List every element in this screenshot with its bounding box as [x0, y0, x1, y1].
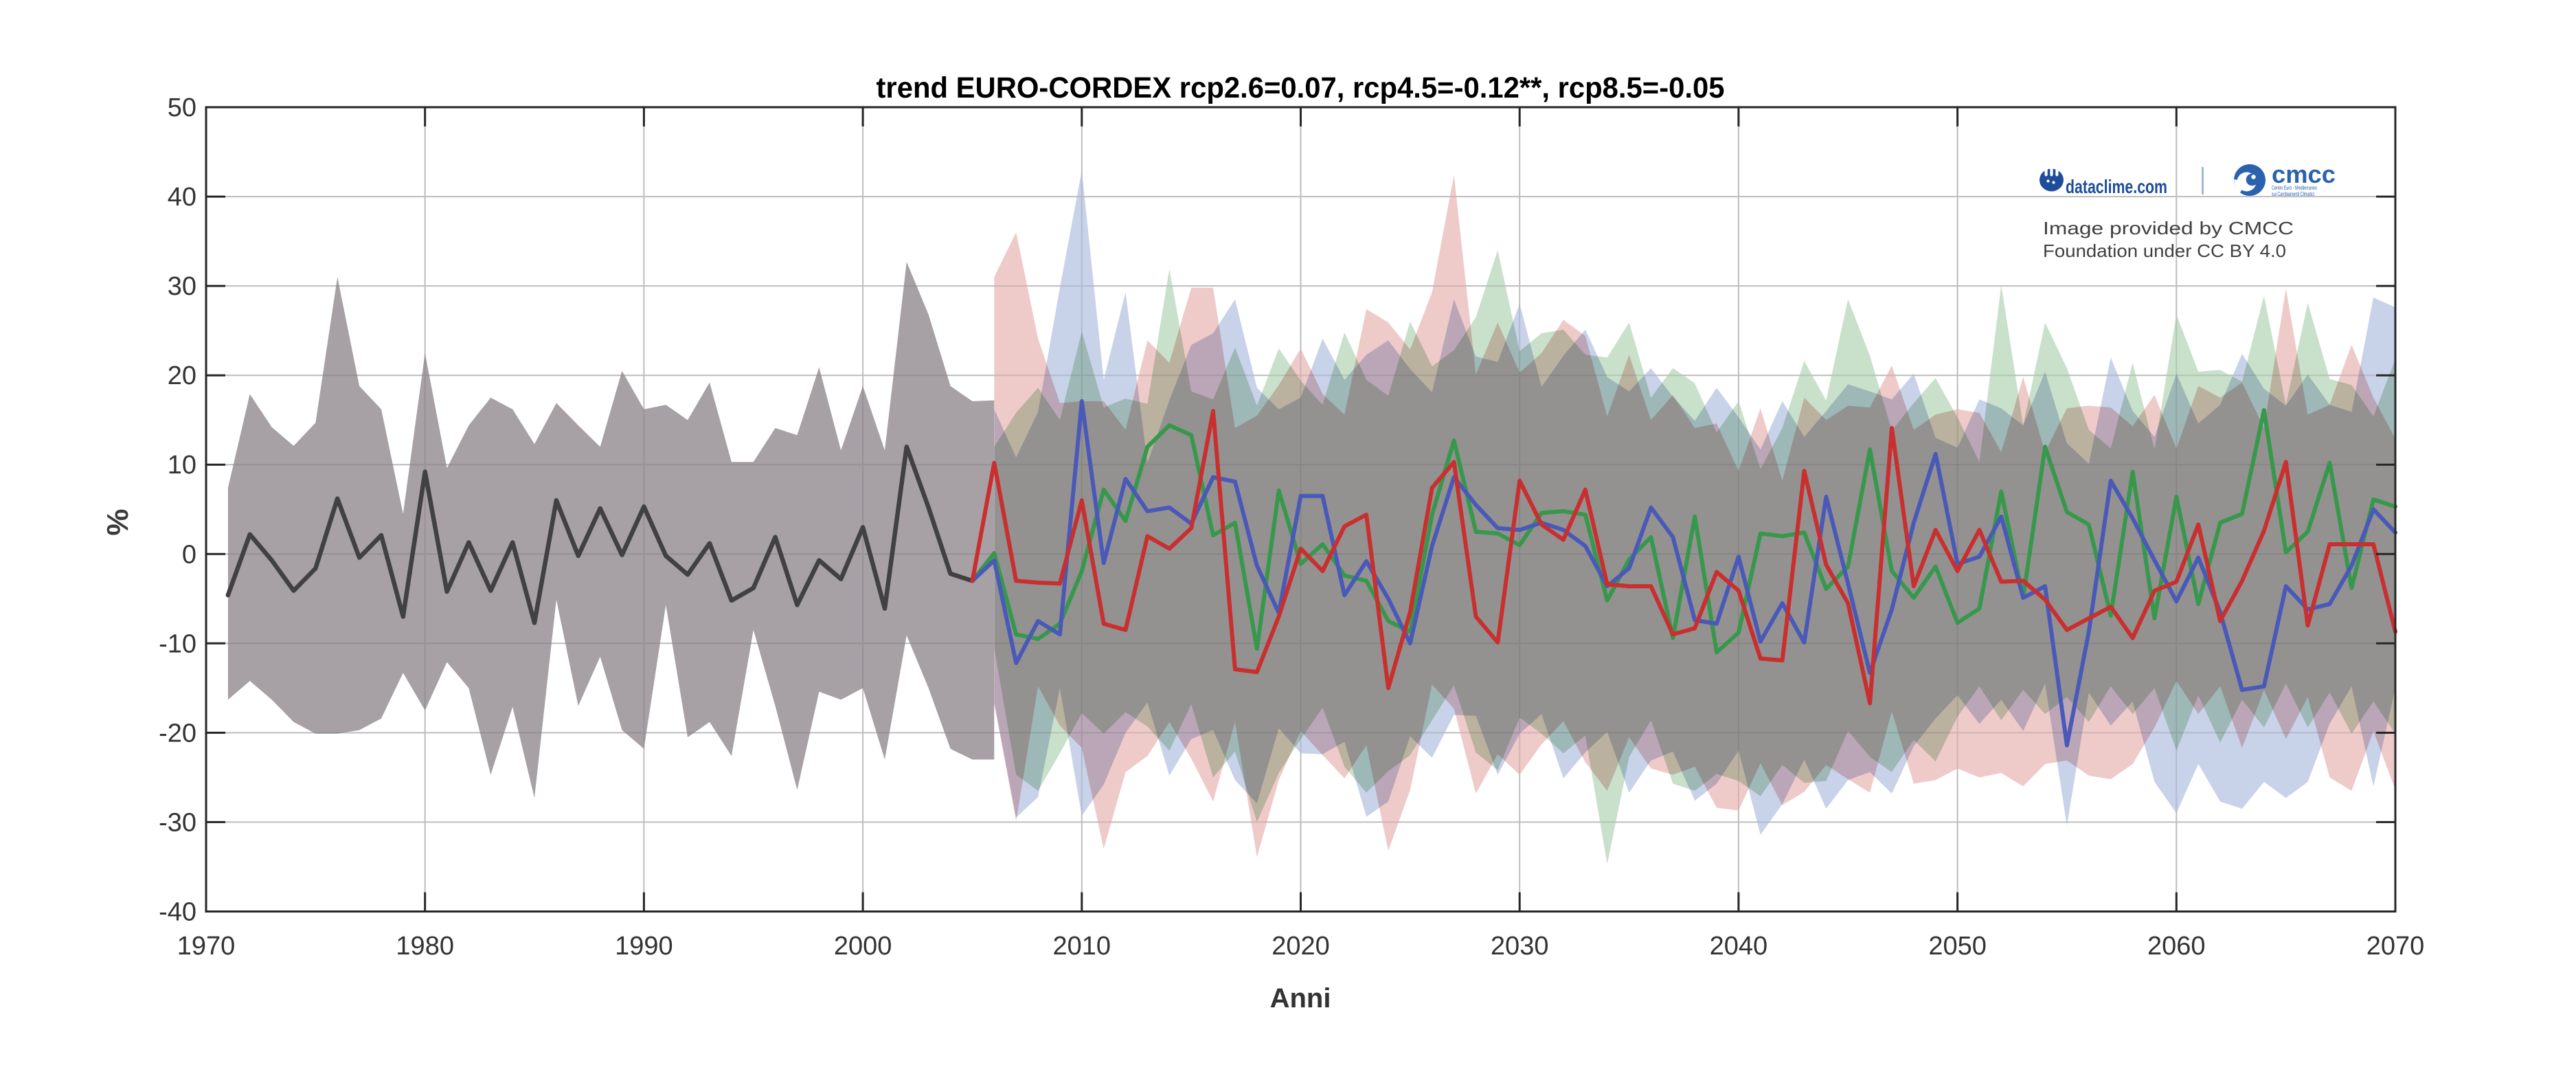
svg-text:dataclime.com: dataclime.com — [2066, 176, 2167, 197]
svg-text:0: 0 — [182, 540, 196, 569]
svg-text:1970: 1970 — [177, 932, 236, 961]
svg-text:2020: 2020 — [1272, 932, 1330, 961]
svg-text:30: 30 — [168, 272, 196, 301]
svg-text:-30: -30 — [159, 808, 196, 837]
svg-text:50: 50 — [168, 93, 196, 122]
svg-text:Anni: Anni — [1270, 983, 1331, 1014]
svg-text:Foundation under CC BY 4.0: Foundation under CC BY 4.0 — [2043, 240, 2286, 261]
svg-text:2060: 2060 — [2147, 932, 2206, 961]
svg-text:20: 20 — [168, 361, 196, 390]
svg-text:%: % — [101, 508, 135, 535]
svg-text:10: 10 — [168, 451, 196, 480]
svg-text:Image provided by CMCC: Image provided by CMCC — [2043, 218, 2294, 238]
svg-text:2050: 2050 — [1928, 932, 1987, 961]
svg-text:1990: 1990 — [615, 932, 673, 961]
svg-text:-20: -20 — [159, 719, 196, 748]
svg-text:2010: 2010 — [1053, 932, 1111, 961]
svg-text:Centro Euro - Mediterraneo: Centro Euro - Mediterraneo — [2272, 184, 2317, 191]
svg-text:2030: 2030 — [1491, 932, 1549, 961]
svg-text:2040: 2040 — [1710, 932, 1768, 961]
svg-text:trend EURO-CORDEX rcp2.6=0.07,: trend EURO-CORDEX rcp2.6=0.07, rcp4.5=-0… — [877, 71, 1725, 104]
svg-text:1980: 1980 — [396, 932, 454, 961]
svg-text:-10: -10 — [159, 629, 196, 658]
svg-text:cmcc: cmcc — [2272, 160, 2336, 188]
svg-text:40: 40 — [168, 183, 196, 212]
svg-text:2000: 2000 — [834, 932, 892, 961]
svg-text:2070: 2070 — [2366, 932, 2425, 961]
svg-text:-40: -40 — [159, 898, 196, 927]
svg-text:sui Cambiamenti Climatici: sui Cambiamenti Climatici — [2272, 190, 2314, 197]
